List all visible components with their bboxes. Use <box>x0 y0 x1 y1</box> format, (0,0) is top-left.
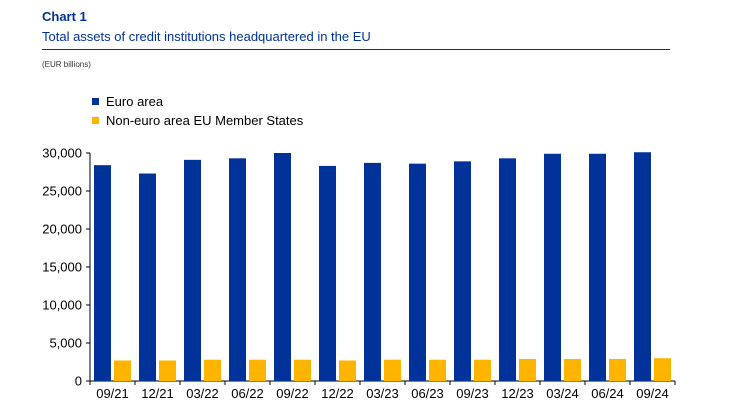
title-divider <box>42 49 670 50</box>
bar-euro-area <box>94 165 111 381</box>
bar-euro-area <box>229 158 246 381</box>
x-tick-label: 09/23 <box>456 386 489 401</box>
bar-non-euro <box>294 359 311 381</box>
bar-euro-area <box>274 153 291 381</box>
chart-title: Total assets of credit institutions head… <box>42 29 371 44</box>
bar-euro-area <box>634 152 651 381</box>
y-tick-label: 25,000 <box>42 184 82 199</box>
chart-number-label: Chart 1 <box>42 9 87 24</box>
bar-euro-area <box>589 153 606 381</box>
bar-non-euro <box>114 360 131 381</box>
x-tick-label: 09/22 <box>276 386 309 401</box>
bar-non-euro <box>339 360 356 381</box>
x-tick-label: 03/22 <box>186 386 219 401</box>
bar-non-euro <box>204 359 221 381</box>
bar-non-euro <box>474 359 491 381</box>
bar-non-euro <box>654 358 671 381</box>
bar-euro-area <box>184 159 201 381</box>
bar-non-euro <box>564 358 581 381</box>
x-tick-label: 12/21 <box>141 386 174 401</box>
bar-non-euro <box>384 359 401 381</box>
x-tick-label: 03/24 <box>546 386 579 401</box>
y-tick-label: 30,000 <box>42 146 82 161</box>
bar-euro-area <box>409 163 426 381</box>
bar-euro-area <box>544 153 561 381</box>
bar-non-euro <box>519 358 536 381</box>
y-tick-label: 15,000 <box>42 260 82 275</box>
bar-non-euro <box>429 359 446 381</box>
x-tick-label: 09/21 <box>96 386 129 401</box>
bar-euro-area <box>499 158 516 381</box>
legend-swatch-non-euro <box>92 117 99 124</box>
bar-non-euro <box>159 360 176 381</box>
x-tick-label: 09/24 <box>636 386 669 401</box>
bar-non-euro <box>609 358 626 381</box>
x-tick-label: 06/23 <box>411 386 444 401</box>
legend-item-euro-area: Euro area <box>92 92 303 111</box>
x-tick-label: 06/22 <box>231 386 264 401</box>
legend-label-euro-area: Euro area <box>106 94 164 109</box>
bar-euro-area <box>364 162 381 381</box>
y-tick-label: 10,000 <box>42 298 82 313</box>
y-tick-label: 20,000 <box>42 222 82 237</box>
bar-euro-area <box>319 165 336 381</box>
legend-item-non-euro: Non-euro area EU Member States <box>92 111 303 130</box>
legend-label-non-euro: Non-euro area EU Member States <box>106 113 304 128</box>
legend: Euro area Non-euro area EU Member States <box>92 92 303 130</box>
y-tick-label: 5,000 <box>49 336 82 351</box>
unit-label: (EUR billions) <box>42 60 91 69</box>
bar-euro-area <box>454 161 471 381</box>
bar-non-euro <box>249 359 266 381</box>
x-tick-label: 12/23 <box>501 386 534 401</box>
x-tick-label: 12/22 <box>321 386 354 401</box>
x-tick-label: 06/24 <box>591 386 624 401</box>
bar-euro-area <box>139 173 156 381</box>
x-tick-label: 03/23 <box>366 386 399 401</box>
y-tick-label: 0 <box>75 374 82 389</box>
legend-swatch-euro-area <box>92 98 99 105</box>
